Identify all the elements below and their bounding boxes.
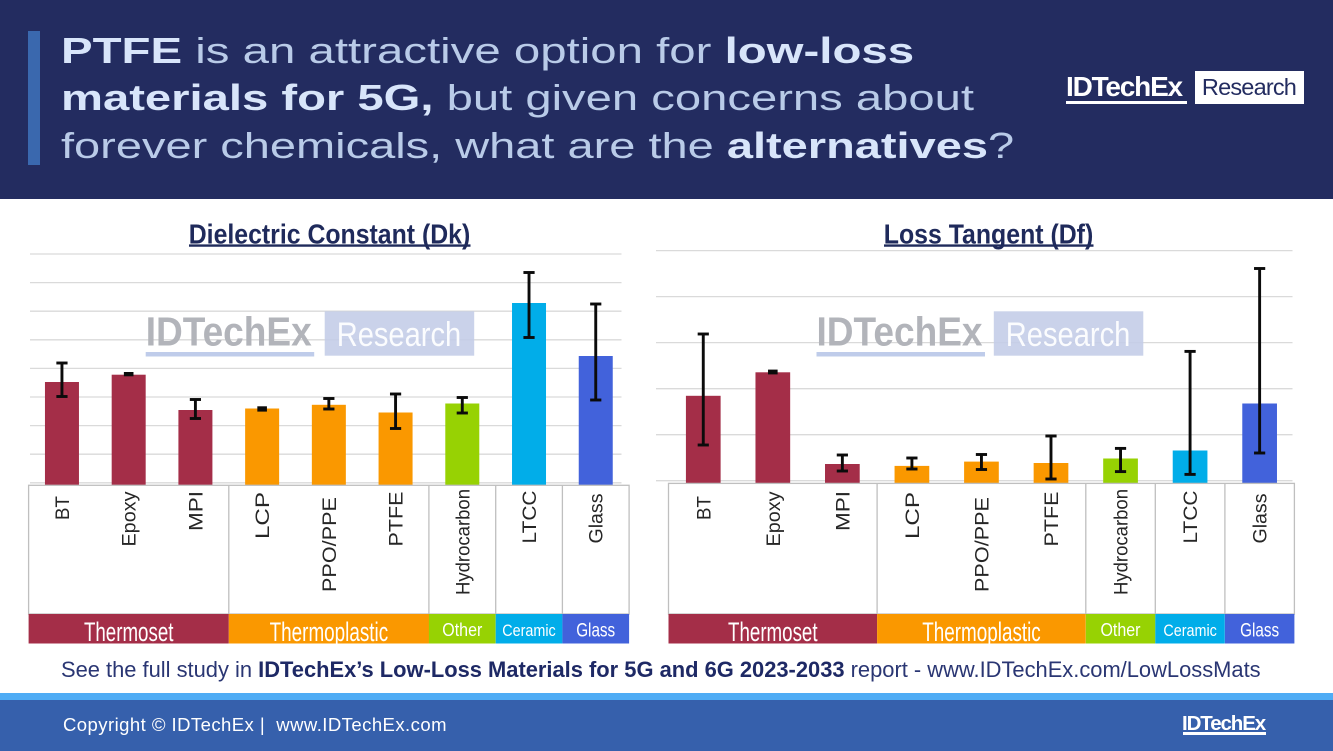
svg-text:Other: Other	[1101, 620, 1141, 640]
svg-text:Thermoset: Thermoset	[84, 617, 174, 647]
svg-text:MPI: MPI	[185, 491, 207, 531]
svg-text:MPI: MPI	[832, 491, 854, 531]
svg-text:Glass: Glass	[1240, 620, 1279, 641]
svg-text:IDTechEx: IDTechEx	[146, 309, 312, 355]
svg-text:IDTechEx: IDTechEx	[817, 309, 983, 355]
svg-text:Hydrocarbon: Hydrocarbon	[452, 489, 474, 595]
svg-text:Loss Tangent (Df): Loss Tangent (Df)	[884, 219, 1094, 250]
svg-text:Ceramic: Ceramic	[502, 622, 556, 640]
svg-text:BT: BT	[693, 496, 715, 520]
svg-text:Glass: Glass	[576, 620, 615, 641]
svg-text:Research: Research	[1006, 316, 1131, 354]
svg-text:LCP: LCP	[902, 492, 924, 539]
svg-text:PPO/PPE: PPO/PPE	[319, 497, 341, 592]
svg-text:Hydrocarbon: Hydrocarbon	[1111, 489, 1133, 595]
svg-text:Thermoset: Thermoset	[728, 617, 818, 647]
svg-text:PTFE: PTFE	[1041, 492, 1063, 547]
svg-text:PTFE: PTFE	[386, 492, 408, 547]
svg-text:LCP: LCP	[252, 492, 274, 539]
svg-text:Research: Research	[337, 316, 462, 354]
svg-text:LTCC: LTCC	[519, 491, 541, 544]
svg-text:Ceramic: Ceramic	[1163, 622, 1217, 640]
svg-text:Thermoplastic: Thermoplastic	[922, 617, 1041, 647]
svg-text:LTCC: LTCC	[1180, 491, 1202, 544]
svg-text:Thermoplastic: Thermoplastic	[270, 617, 389, 647]
svg-text:Dielectric Constant (Dk): Dielectric Constant (Dk)	[189, 219, 471, 250]
svg-text:Epoxy: Epoxy	[119, 491, 141, 546]
svg-text:Glass: Glass	[1250, 493, 1272, 543]
svg-text:PPO/PPE: PPO/PPE	[972, 497, 994, 592]
svg-text:Other: Other	[442, 620, 482, 640]
svg-text:BT: BT	[52, 496, 74, 520]
svg-text:Epoxy: Epoxy	[763, 491, 785, 546]
svg-text:Glass: Glass	[586, 493, 608, 543]
